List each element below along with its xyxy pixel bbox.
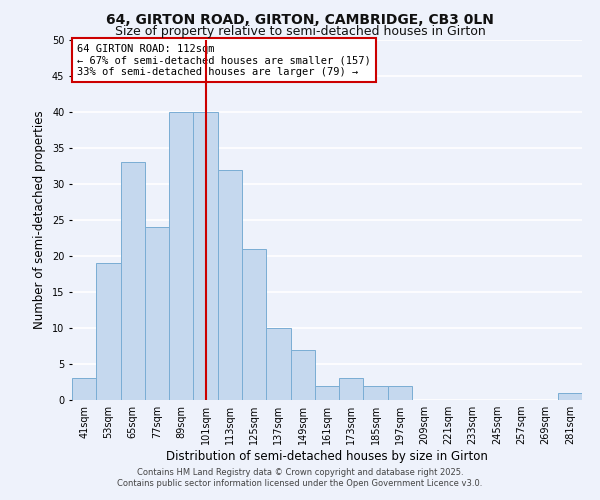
Bar: [121, 162, 145, 400]
Text: 64, GIRTON ROAD, GIRTON, CAMBRIDGE, CB3 0LN: 64, GIRTON ROAD, GIRTON, CAMBRIDGE, CB3 …: [106, 12, 494, 26]
Text: Contains HM Land Registry data © Crown copyright and database right 2025.
Contai: Contains HM Land Registry data © Crown c…: [118, 468, 482, 487]
Bar: [266, 328, 290, 400]
Bar: [290, 350, 315, 400]
Bar: [388, 386, 412, 400]
Y-axis label: Number of semi-detached properties: Number of semi-detached properties: [34, 110, 46, 330]
Bar: [96, 263, 121, 400]
Text: Size of property relative to semi-detached houses in Girton: Size of property relative to semi-detach…: [115, 25, 485, 38]
Text: 64 GIRTON ROAD: 112sqm
← 67% of semi-detached houses are smaller (157)
33% of se: 64 GIRTON ROAD: 112sqm ← 67% of semi-det…: [77, 44, 371, 77]
Bar: [242, 249, 266, 400]
X-axis label: Distribution of semi-detached houses by size in Girton: Distribution of semi-detached houses by …: [166, 450, 488, 463]
Bar: [558, 393, 582, 400]
Bar: [145, 227, 169, 400]
Bar: [339, 378, 364, 400]
Bar: [218, 170, 242, 400]
Bar: [169, 112, 193, 400]
Bar: [193, 112, 218, 400]
Bar: [72, 378, 96, 400]
Bar: [315, 386, 339, 400]
Bar: [364, 386, 388, 400]
